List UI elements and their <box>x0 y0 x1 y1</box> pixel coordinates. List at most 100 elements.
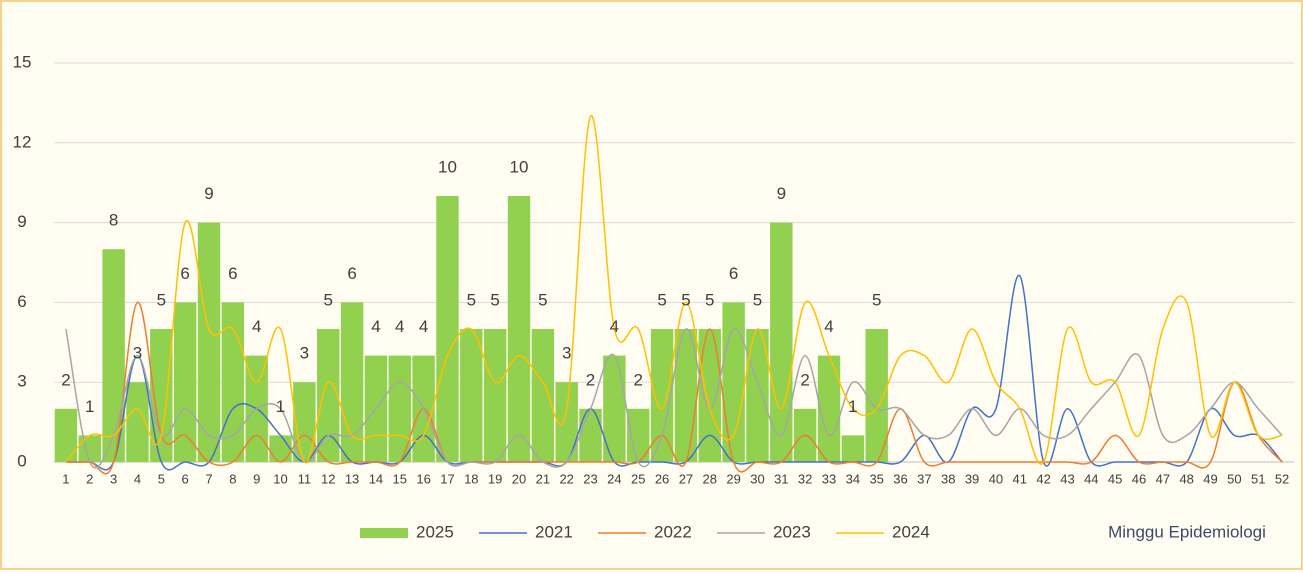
legend-label: 2023 <box>773 522 811 541</box>
y-tick-label: 12 <box>13 132 32 151</box>
bar <box>579 408 602 462</box>
data-label: 10 <box>510 157 529 176</box>
x-tick-label: 4 <box>134 471 141 486</box>
x-tick-label: 18 <box>464 471 478 486</box>
x-tick-label: 32 <box>798 471 812 486</box>
x-tick-label: 28 <box>703 471 717 486</box>
x-tick-label: 31 <box>774 471 788 486</box>
x-tick-label: 20 <box>512 471 526 486</box>
x-tick-label: 10 <box>273 471 287 486</box>
x-tick-label: 8 <box>229 471 236 486</box>
data-label: 6 <box>347 264 356 283</box>
data-label: 3 <box>300 344 309 363</box>
data-label: 3 <box>562 344 571 363</box>
line <box>65 301 1283 475</box>
legend-label: 2021 <box>535 522 573 541</box>
x-tick-label: 42 <box>1036 471 1050 486</box>
data-label: 4 <box>824 317 833 336</box>
x-tick-label: 38 <box>941 471 955 486</box>
data-label: 2 <box>586 370 595 389</box>
bar <box>340 302 364 462</box>
bars <box>54 196 888 462</box>
line <box>65 115 1283 465</box>
data-label: 5 <box>538 290 547 309</box>
x-tick-label: 48 <box>1179 471 1193 486</box>
data-label: 6 <box>729 264 738 283</box>
x-tick-label: 35 <box>869 471 883 486</box>
x-tick-label: 22 <box>559 471 573 486</box>
bar <box>746 329 769 462</box>
data-label: 1 <box>85 397 94 416</box>
bar <box>269 435 292 462</box>
data-label: 6 <box>228 264 237 283</box>
x-tick-label: 34 <box>846 471 860 486</box>
bar <box>436 196 459 462</box>
x-tick-label: 17 <box>440 471 454 486</box>
legend-label: 2025 <box>416 522 454 541</box>
bar <box>817 355 841 462</box>
bar <box>770 222 793 462</box>
data-label: 9 <box>777 184 786 203</box>
data-label: 5 <box>467 290 476 309</box>
bar <box>197 222 221 462</box>
bar <box>317 329 340 462</box>
bar <box>531 329 555 462</box>
bar <box>603 355 626 462</box>
x-tick-label: 50 <box>1227 471 1241 486</box>
data-label: 2 <box>633 370 642 389</box>
bar <box>507 196 531 462</box>
x-tick-label: 13 <box>345 471 359 486</box>
legend-swatch <box>360 528 408 538</box>
y-tick-label: 9 <box>17 212 26 231</box>
data-label: 4 <box>252 317 261 336</box>
y-tick-label: 6 <box>17 292 26 311</box>
x-tick-label: 25 <box>631 471 645 486</box>
data-label: 4 <box>371 317 380 336</box>
data-label: 4 <box>395 317 404 336</box>
data-label: 1 <box>848 397 857 416</box>
x-tick-label: 27 <box>679 471 693 486</box>
y-tick-label: 15 <box>13 52 32 71</box>
data-label: 10 <box>438 157 457 176</box>
legend-label: 2024 <box>892 522 930 541</box>
data-label: 5 <box>490 290 499 309</box>
data-label: 2 <box>61 370 70 389</box>
x-tick-label: 41 <box>1013 471 1027 486</box>
data-label: 8 <box>109 211 118 230</box>
x-tick-label: 5 <box>158 471 165 486</box>
x-tick-label: 21 <box>536 471 550 486</box>
line <box>65 328 1283 469</box>
x-tick-label: 11 <box>298 471 312 486</box>
data-label: 9 <box>204 184 213 203</box>
data-label: 5 <box>157 290 166 309</box>
x-tick-label: 47 <box>1156 471 1170 486</box>
x-tick-label: 19 <box>488 471 502 486</box>
x-tick-label: 52 <box>1275 471 1289 486</box>
x-tick-label: 26 <box>655 471 669 486</box>
data-label: 6 <box>180 264 189 283</box>
data-label: 1 <box>276 397 285 416</box>
x-axis-title: Minggu Epidemiologi <box>1108 522 1266 541</box>
x-tick-label: 6 <box>182 471 189 486</box>
data-label: 5 <box>657 290 666 309</box>
x-tick-label: 29 <box>726 471 740 486</box>
bar <box>650 329 674 462</box>
bar <box>627 408 650 462</box>
bar <box>483 329 507 462</box>
bar <box>150 329 173 462</box>
x-tick-label: 36 <box>893 471 907 486</box>
bar <box>722 302 745 462</box>
y-tick-label: 3 <box>17 372 26 391</box>
lines <box>65 115 1283 475</box>
data-label: 3 <box>133 344 142 363</box>
x-tick-label: 15 <box>393 471 407 486</box>
bar <box>126 382 149 462</box>
bar <box>674 329 698 462</box>
legend-label: 2022 <box>654 522 692 541</box>
bar <box>78 435 101 462</box>
data-label: 5 <box>681 290 690 309</box>
x-tick-label: 12 <box>321 471 335 486</box>
